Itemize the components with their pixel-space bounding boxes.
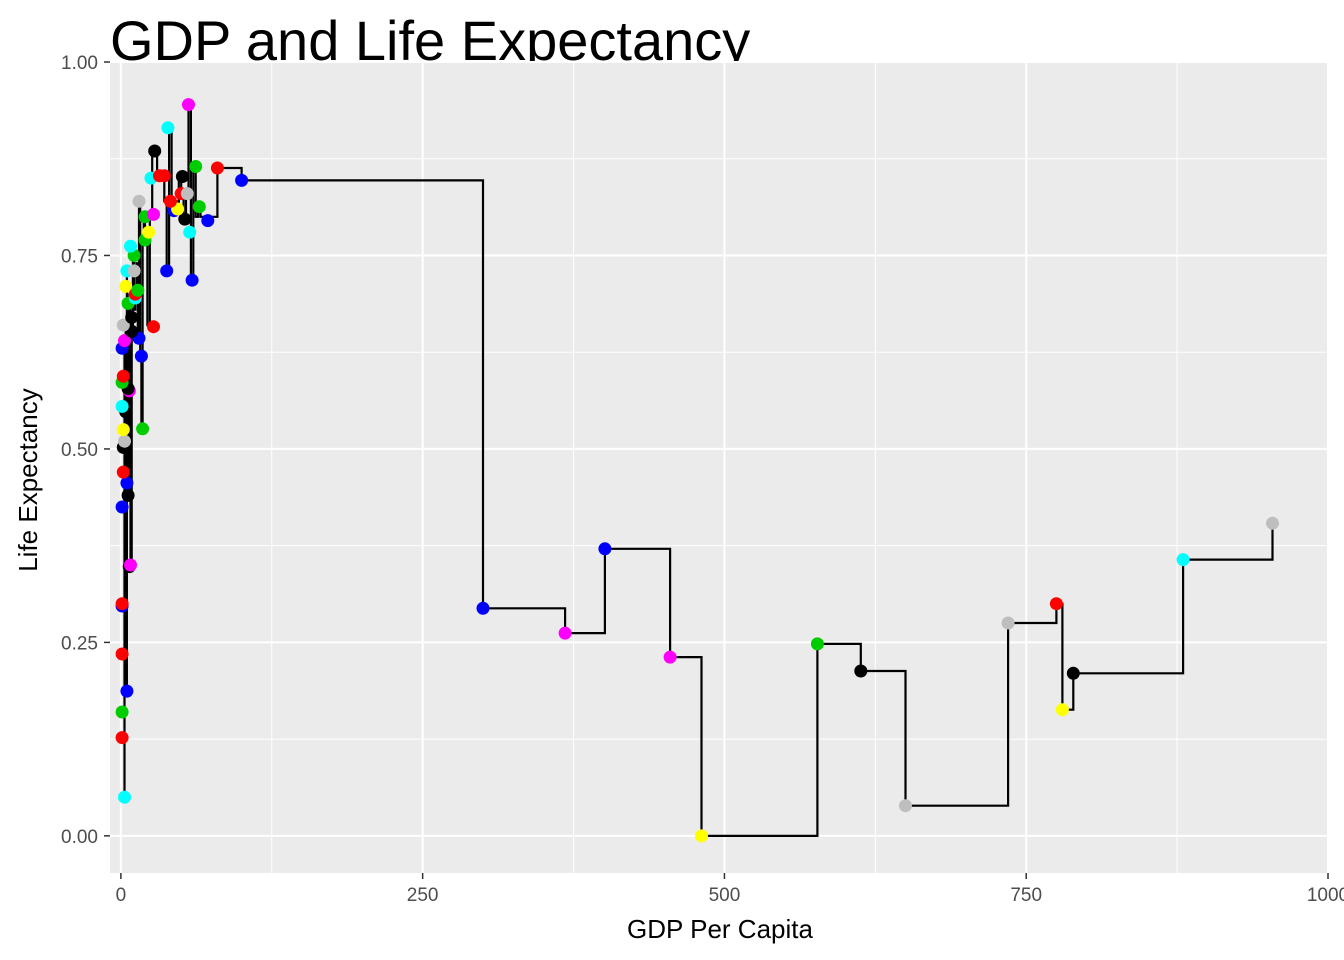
data-point [118, 434, 131, 448]
data-point [663, 650, 677, 664]
data-point [1066, 666, 1080, 680]
data-point [183, 225, 197, 239]
y-axis: 0.00 0.25 0.50 0.75 1.00 [61, 53, 110, 848]
data-point [121, 488, 135, 502]
data-point [136, 422, 150, 436]
data-point [118, 790, 131, 804]
data-point [147, 320, 160, 334]
data-point [132, 194, 146, 208]
y-tick-label: 0.25 [61, 633, 98, 654]
data-point [120, 476, 134, 490]
data-point [476, 601, 490, 615]
x-tick-label: 1000 [1307, 885, 1344, 906]
data-point [175, 170, 189, 183]
data-point [185, 273, 199, 287]
data-point [120, 684, 134, 698]
data-point [116, 369, 130, 383]
data-point [115, 731, 129, 745]
data-point [189, 160, 203, 173]
data-point [116, 465, 130, 479]
data-point [118, 334, 131, 348]
data-point [116, 318, 130, 332]
data-point [810, 637, 824, 651]
data-point [1266, 516, 1279, 530]
x-axis: 0 250 500 750 1000 [116, 873, 1344, 906]
data-point [182, 98, 195, 112]
data-point [899, 799, 912, 813]
data-point [115, 647, 129, 661]
x-axis-title: GDP Per Capita [627, 914, 813, 944]
y-tick-label: 1.00 [61, 53, 98, 74]
data-point [192, 200, 206, 214]
data-point [125, 310, 139, 324]
grid-minor [110, 62, 1328, 873]
data-point [157, 169, 171, 183]
data-point [1176, 553, 1190, 567]
y-tick-label: 0.00 [61, 827, 98, 848]
data-point [695, 829, 708, 843]
x-tick-label: 750 [1010, 885, 1042, 906]
data-point [115, 705, 129, 719]
data-point [142, 225, 156, 239]
data-point [163, 194, 177, 208]
data-point [161, 121, 175, 135]
data-point [235, 173, 249, 187]
data-points [115, 98, 1279, 843]
data-point [134, 349, 148, 363]
data-point [558, 626, 572, 640]
data-point [201, 214, 215, 228]
x-tick-label: 500 [709, 885, 741, 906]
x-tick-label: 250 [407, 885, 439, 906]
data-point [131, 283, 145, 297]
data-point [210, 161, 224, 175]
data-point [115, 500, 129, 514]
data-point [854, 664, 868, 678]
data-point [1001, 616, 1015, 630]
data-point [115, 597, 129, 611]
plot-panel [110, 62, 1328, 873]
data-point [598, 542, 612, 556]
data-point [160, 264, 174, 278]
data-point [124, 558, 137, 572]
data-point [115, 399, 129, 413]
data-point [116, 423, 130, 437]
y-tick-label: 0.75 [61, 246, 98, 267]
data-point [1049, 597, 1063, 611]
data-point [178, 212, 192, 226]
data-point [148, 144, 162, 158]
y-tick-label: 0.50 [61, 440, 98, 461]
y-axis-title: Life Expectancy [13, 388, 43, 572]
data-point [127, 264, 141, 278]
data-point [124, 239, 137, 253]
data-point [1055, 703, 1069, 717]
data-point [147, 207, 160, 221]
data-point [180, 187, 194, 201]
data-point [119, 279, 133, 293]
x-tick-label: 0 [116, 885, 127, 906]
